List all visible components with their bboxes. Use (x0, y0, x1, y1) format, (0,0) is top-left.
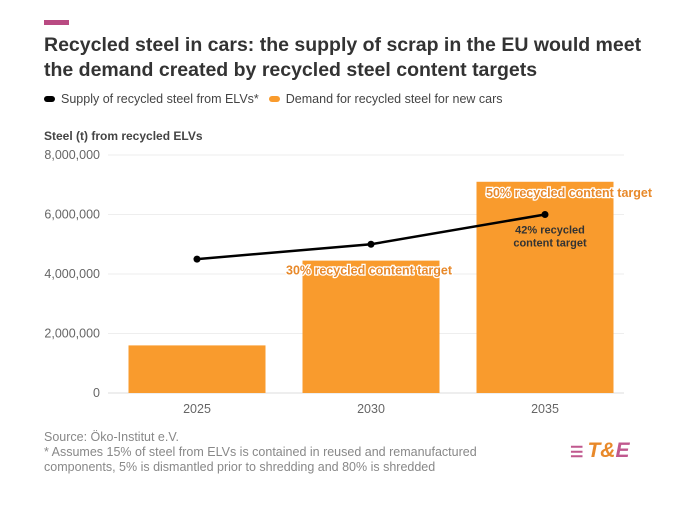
y-tick-label: 0 (93, 386, 100, 400)
y-tick-label: 4,000,000 (44, 267, 100, 281)
annotation-42pct-line: 42% recycled (515, 225, 585, 237)
legend-label-supply: Supply of recycled steel from ELVs* (61, 92, 259, 106)
y-axis-label: Steel (t) from recycled ELVs (44, 129, 203, 143)
legend: Supply of recycled steel from ELVs* Dema… (44, 92, 503, 106)
footnote-text: * Assumes 15% of steel from ELVs is cont… (44, 445, 477, 474)
x-tick-label: 2035 (531, 402, 559, 416)
footer: Source: Öko-Institut e.V. * Assumes 15% … (44, 430, 514, 475)
chart-title: Recycled steel in cars: the supply of sc… (44, 34, 642, 81)
annotation-42pct-line: content target (513, 238, 587, 250)
supply-point-2030 (367, 240, 375, 248)
bar-2025 (128, 345, 266, 393)
annotation-50pct: 50% recycled content target (486, 186, 653, 200)
annotation-30pct: 30% recycled content target (286, 264, 453, 278)
legend-swatch-demand (268, 96, 280, 102)
x-tick-label: 2025 (183, 402, 211, 416)
te-logo: ☰ T&E (570, 439, 630, 462)
legend-label-demand: Demand for recycled steel for new cars (285, 92, 503, 106)
x-tick-label: 2030 (357, 402, 385, 416)
legend-swatch-supply (44, 96, 55, 102)
supply-point-2025 (193, 255, 201, 263)
supply-point-2035 (541, 211, 549, 218)
y-tick-label: 2,000,000 (44, 327, 100, 341)
bar-2030 (302, 260, 440, 393)
source-text: Source: Öko-Institut e.V. (44, 430, 180, 444)
accent-bar (44, 20, 69, 25)
y-tick-label: 8,000,000 (44, 148, 100, 162)
y-tick-label: 6,000,000 (44, 208, 100, 222)
